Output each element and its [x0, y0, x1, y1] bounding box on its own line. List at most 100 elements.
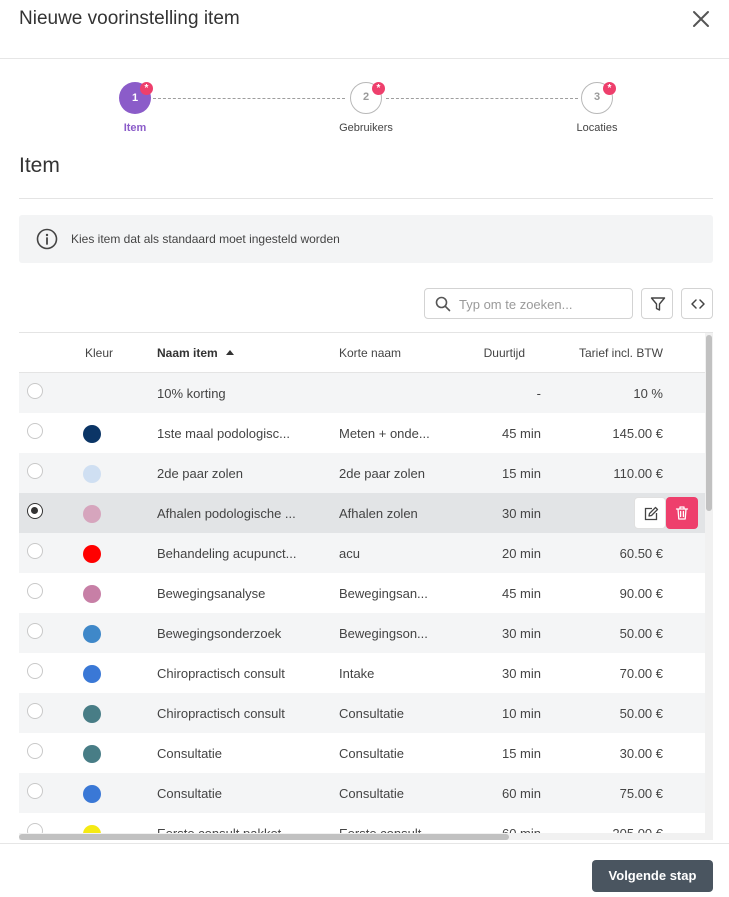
duration-cell: 15 min [501, 746, 541, 761]
color-swatch [83, 745, 101, 763]
duration-cell: 10 min [501, 706, 541, 721]
color-swatch [83, 785, 101, 803]
color-swatch [83, 505, 101, 523]
short-name-cell: Consultatie [339, 746, 405, 761]
vertical-scrollbar[interactable] [705, 333, 713, 840]
dialog-header: Nieuwe voorinstelling item [0, 0, 729, 59]
column-header-korte-naam[interactable]: Korte naam [339, 346, 402, 360]
table-row[interactable]: Consultatie Consultatie 60 min 75.00 € [19, 773, 705, 813]
duration-cell: 20 min [501, 546, 541, 561]
filter-button[interactable] [641, 288, 673, 319]
divider [19, 198, 713, 199]
item-name-cell: Bewegingsanalyse [157, 586, 266, 601]
color-swatch [83, 545, 101, 563]
item-name-cell: Bewegingsonderzoek [157, 626, 282, 641]
price-cell: 10 % [633, 386, 663, 401]
close-icon[interactable] [688, 6, 714, 32]
table-row[interactable]: 1ste maal podologisc... Meten + onde... 45… [19, 413, 705, 453]
price-cell: 145.00 € [612, 426, 663, 441]
items-table: Kleur Naam item Korte naam Duurtijd Tari… [19, 332, 713, 840]
stepper: 1 * Item 2 * Gebruikers 3 * Locaties [0, 82, 729, 142]
column-header-naam[interactable]: Naam item [157, 346, 234, 360]
item-name-cell: 10% korting [157, 386, 226, 401]
color-swatch [83, 625, 101, 643]
row-select-radio[interactable] [27, 783, 43, 799]
duration-cell: 30 min [501, 506, 541, 521]
dialog-footer: Volgende stap [0, 843, 729, 897]
search-box[interactable] [424, 288, 633, 319]
price-cell: 75.00 € [619, 786, 663, 801]
search-input[interactable] [459, 294, 627, 314]
duration-cell: 15 min [501, 466, 541, 481]
horizontal-scrollbar[interactable] [19, 833, 705, 840]
column-header-kleur[interactable]: Kleur [85, 346, 114, 360]
color-swatch [83, 425, 101, 443]
table-row[interactable]: Chiropractisch consult Intake 30 min 70.00 … [19, 653, 705, 693]
table-row[interactable]: 10% korting - 10 % [19, 373, 705, 413]
filter-icon [650, 297, 666, 311]
item-name-cell: Behandeling acupunct... [157, 546, 297, 561]
step-2-label: Gebruikers [339, 122, 393, 134]
short-name-cell: Bewegingsan... [339, 586, 428, 601]
short-name-cell: 2de paar zolen [339, 466, 426, 481]
row-select-radio[interactable] [27, 423, 43, 439]
short-name-cell: Meten + onde... [339, 426, 430, 441]
step-connector [386, 98, 578, 99]
short-name-cell: Bewegingson... [339, 626, 428, 641]
row-select-radio[interactable] [27, 583, 43, 599]
price-cell: 50.00 € [619, 626, 663, 641]
row-select-radio[interactable] [27, 663, 43, 679]
row-select-radio[interactable] [27, 463, 43, 479]
code-view-button[interactable] [681, 288, 713, 319]
edit-button[interactable] [634, 497, 666, 529]
row-select-radio[interactable] [27, 543, 43, 559]
item-name-cell: Consultatie [157, 746, 223, 761]
table-row[interactable]: Chiropractisch consult Consultatie 10 min 5… [19, 693, 705, 733]
row-select-radio[interactable] [27, 743, 43, 759]
table-row[interactable]: 2de paar zolen 2de paar zolen 15 min 110.00… [19, 453, 705, 493]
price-cell: 70.00 € [619, 666, 663, 681]
table-row[interactable]: Afhalen podologische ... Afhalen zolen 30 … [19, 493, 705, 533]
edit-icon [644, 506, 659, 521]
table-row[interactable]: Behandeling acupunct... acu 20 min 60.50 € [19, 533, 705, 573]
column-header-tarief[interactable]: Tarief incl. BTW [578, 346, 663, 360]
row-select-radio[interactable] [27, 703, 43, 719]
code-icon [691, 299, 705, 309]
sort-ascending-icon [225, 350, 234, 355]
trash-icon [675, 506, 689, 520]
item-name-cell: 2de paar zolen [157, 466, 244, 481]
duration-cell: - [536, 386, 541, 401]
item-name-cell: 1ste maal podologisc... [157, 426, 290, 441]
short-name-cell: Consultatie [339, 706, 405, 721]
price-cell: 60.50 € [619, 546, 663, 561]
step-1-label: Item [123, 122, 147, 134]
duration-cell: 60 min [501, 786, 541, 801]
item-name-cell: Afhalen podologische ... [157, 506, 296, 521]
required-badge-icon: * [140, 82, 153, 95]
item-name-cell: Chiropractisch consult [157, 666, 285, 681]
color-swatch [83, 585, 101, 603]
column-header-duurtijd[interactable]: Duurtijd [483, 346, 525, 360]
required-badge-icon: * [603, 82, 616, 95]
short-name-cell: Consultatie [339, 786, 405, 801]
row-actions [634, 497, 698, 529]
row-select-radio[interactable] [27, 503, 43, 519]
row-select-radio[interactable] [27, 383, 43, 399]
color-swatch [83, 465, 101, 483]
search-icon [435, 296, 451, 312]
next-step-button[interactable]: Volgende stap [592, 860, 713, 892]
color-swatch [83, 705, 101, 723]
short-name-cell: acu [339, 546, 360, 561]
row-select-radio[interactable] [27, 623, 43, 639]
table-row[interactable]: Consultatie Consultatie 15 min 30.00 € [19, 733, 705, 773]
section-title: Item [19, 154, 60, 177]
duration-cell: 30 min [501, 626, 541, 641]
price-cell: 50.00 € [619, 706, 663, 721]
table-row[interactable]: Bewegingsonderzoek Bewegingson... 30 min 50… [19, 613, 705, 653]
info-banner: Kies item dat als standaard moet ingeste… [19, 215, 713, 263]
table-row[interactable]: Bewegingsanalyse Bewegingsan... 45 min 90.0… [19, 573, 705, 613]
price-cell: 90.00 € [619, 586, 663, 601]
price-cell: 30.00 € [619, 746, 663, 761]
item-name-cell: Consultatie [157, 786, 223, 801]
delete-button[interactable] [666, 497, 698, 529]
